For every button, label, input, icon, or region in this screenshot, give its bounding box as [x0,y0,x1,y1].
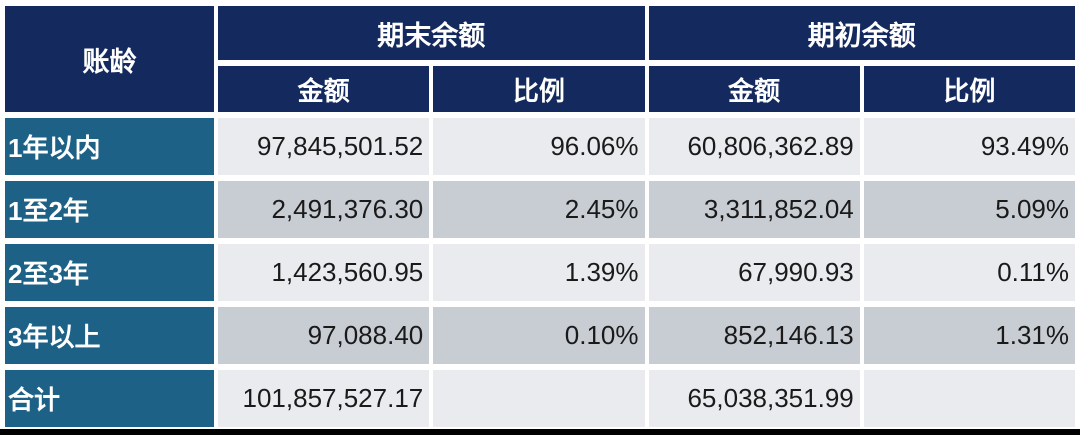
cell-beginning-ratio: 1.31% [863,307,1075,364]
cell-beginning-amount: 3,311,852.04 [648,181,860,238]
cell-beginning-amount-total: 65,038,351.99 [648,370,860,427]
cell-ending-ratio: 2.45% [433,181,645,238]
row-label-2-to-3-years: 2至3年 [5,244,214,301]
corner-header-aging: 账龄 [5,6,214,112]
cell-ending-ratio: 96.06% [433,118,645,175]
subheader-beginning-amount: 金额 [648,66,860,112]
cell-ending-amount-total: 101,857,527.17 [218,370,430,427]
group-header-ending-balance: 期末余额 [218,6,645,60]
cell-ending-amount: 2,491,376.30 [218,181,430,238]
cell-beginning-ratio: 5.09% [863,181,1075,238]
subheader-ending-amount: 金额 [218,66,430,112]
cell-ending-ratio-total [433,370,645,427]
cell-beginning-ratio: 0.11% [863,244,1075,301]
cell-beginning-ratio: 93.49% [863,118,1075,175]
cell-beginning-ratio-total [863,370,1075,427]
cell-beginning-amount: 60,806,362.89 [648,118,860,175]
cell-ending-amount: 97,845,501.52 [218,118,430,175]
cell-ending-amount: 97,088.40 [218,307,430,364]
cell-ending-ratio: 1.39% [433,244,645,301]
subheader-beginning-ratio: 比例 [863,66,1075,112]
cell-ending-ratio: 0.10% [433,307,645,364]
row-label-1-to-2-years: 1至2年 [5,181,214,238]
group-header-beginning-balance: 期初余额 [648,6,1075,60]
table-grid: 账龄 期末余额 期初余额 金额 比例 金额 比例 1年以内 97,845,501… [5,6,1075,427]
row-label-within-1-year: 1年以内 [5,118,214,175]
cell-ending-amount: 1,423,560.95 [218,244,430,301]
cell-beginning-amount: 852,146.13 [648,307,860,364]
cell-beginning-amount: 67,990.93 [648,244,860,301]
row-label-over-3-years: 3年以上 [5,307,214,364]
subheader-ending-ratio: 比例 [433,66,645,112]
table-bottom-rule [0,429,1080,435]
row-label-total: 合计 [5,370,214,427]
